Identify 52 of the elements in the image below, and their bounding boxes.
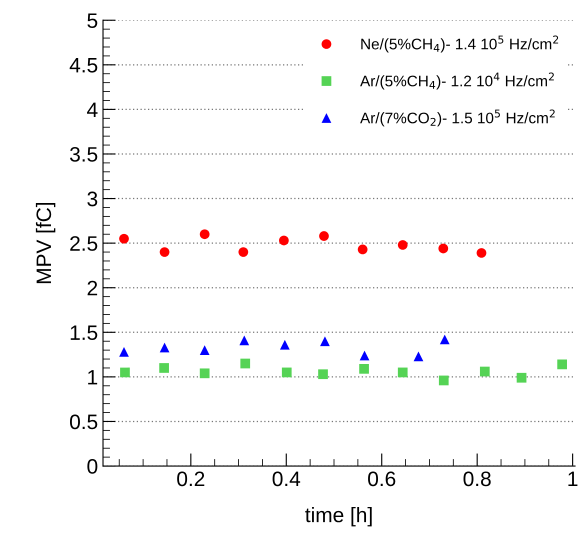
y-tick-label: 4.5	[70, 58, 98, 73]
point	[318, 369, 328, 380]
x-tick-label: 0.6	[368, 471, 396, 486]
point	[160, 342, 170, 352]
point	[398, 240, 408, 250]
point	[516, 372, 526, 383]
x-tick-label: 0.2	[177, 471, 204, 486]
legend-label: Ar/(5%CH$_{4}$)- 1.2 10$^{4}$ Hz/cm$^{2}$	[360, 72, 554, 90]
point	[414, 352, 424, 362]
y-tick-label: 5	[87, 13, 98, 28]
point	[200, 345, 210, 355]
point	[440, 334, 450, 344]
point	[320, 336, 330, 346]
y-tick-label: 4	[87, 102, 98, 117]
y-tick-label: 3	[87, 192, 98, 206]
y-tick-label: 0.5	[70, 414, 98, 430]
point	[282, 368, 292, 378]
point	[359, 364, 369, 374]
point	[360, 350, 370, 360]
x-tick-label: 1	[568, 472, 578, 486]
y-tick-label: 2.5	[70, 236, 98, 251]
point	[557, 360, 567, 370]
point	[120, 368, 130, 378]
point	[398, 368, 408, 378]
point	[238, 247, 248, 257]
y-tick-label: 2	[88, 280, 98, 296]
point	[200, 368, 210, 378]
point	[358, 244, 368, 254]
legend-label: Ne/(5%CH$_{4}$)- 1.4 10$^{5}$ Hz/cm$^{2}$	[361, 36, 558, 52]
point	[438, 244, 448, 254]
legend-label: Ar/(7%CO$_{2}$)- 1.5 10$^{5}$ Hz/cm$^{2}$	[360, 109, 555, 126]
x-axis-title: time [h]	[305, 506, 372, 526]
point	[119, 347, 129, 357]
x-tick-label: 0.8	[464, 471, 491, 486]
point	[239, 335, 250, 346]
y-tick-label: 1.5	[70, 326, 98, 340]
point	[119, 234, 129, 244]
point	[279, 236, 289, 246]
point	[200, 229, 210, 240]
x-tick-label: 0.4	[272, 471, 300, 486]
point	[280, 340, 290, 350]
point	[159, 363, 169, 373]
point	[480, 366, 490, 376]
y-tick-label: 1	[88, 370, 98, 384]
point	[438, 376, 449, 386]
y-axis-title: MPV [fC]	[36, 202, 56, 284]
point	[476, 248, 486, 258]
point	[240, 358, 250, 368]
point	[319, 231, 329, 241]
point	[160, 247, 170, 257]
y-tick-label: 0	[87, 459, 98, 474]
y-tick-label: 3.5	[70, 146, 98, 162]
